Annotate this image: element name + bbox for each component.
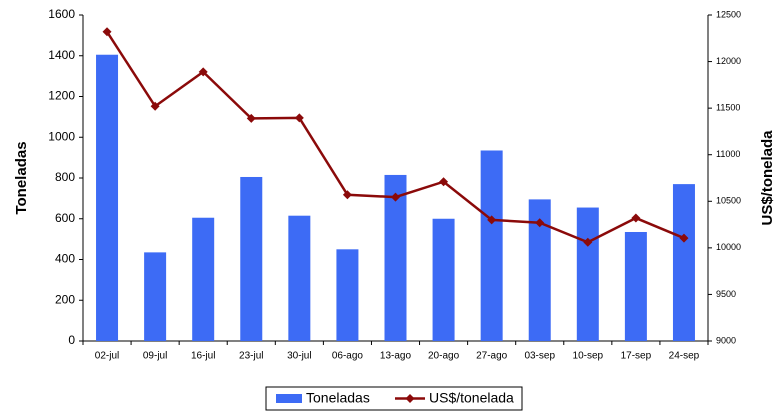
- x-tick-label: 20-ago: [428, 351, 460, 362]
- marker: [679, 233, 689, 243]
- bar: [624, 231, 647, 341]
- y-tick-label: 600: [55, 211, 75, 225]
- y-axis-label: Toneladas: [13, 141, 30, 214]
- legend-marker: [405, 394, 415, 403]
- bar: [192, 217, 215, 341]
- x-tick-label: 17-sep: [621, 351, 652, 362]
- y-tick-label: 200: [55, 292, 75, 306]
- y-tick-label: 1200: [48, 89, 75, 103]
- y-tick-label: 800: [55, 170, 75, 184]
- bar: [576, 207, 599, 341]
- y2-tick-label: 11000: [716, 149, 740, 159]
- y2-tick-label: 10500: [716, 196, 741, 206]
- x-tick-label: 30-jul: [287, 351, 311, 362]
- bar: [528, 199, 551, 341]
- y2-tick-label: 11500: [716, 103, 740, 113]
- marker: [150, 101, 160, 111]
- legend-box: [265, 386, 523, 411]
- bar: [432, 218, 455, 341]
- bar: [144, 252, 167, 341]
- marker: [487, 215, 497, 225]
- y2-tick-label: 10000: [716, 242, 741, 252]
- x-tick-label: 02-jul: [95, 351, 119, 362]
- x-tick-label: 13-ago: [380, 351, 412, 362]
- bar: [96, 54, 119, 341]
- y2-axis-label: US$/tonelada: [759, 130, 776, 226]
- y-tick-label: 400: [55, 252, 75, 266]
- x-tick-label: 23-jul: [239, 351, 263, 362]
- x-tick-label: 27-ago: [476, 351, 508, 362]
- marker: [631, 213, 641, 223]
- x-tick-label: 09-jul: [143, 351, 167, 362]
- x-tick-label: 10-sep: [573, 351, 604, 362]
- legend-swatch: [276, 394, 302, 403]
- y2-tick-label: 12000: [716, 56, 741, 66]
- marker: [439, 177, 449, 187]
- y-tick-label: 1000: [48, 129, 75, 143]
- y2-tick-label: 9500: [716, 289, 736, 299]
- legend-label: Toneladas: [306, 390, 370, 406]
- bar: [384, 174, 407, 341]
- y2-tick-label: 9000: [716, 335, 736, 345]
- marker: [294, 113, 304, 123]
- y-tick-label: 1400: [48, 48, 75, 62]
- legend-label: US$/tonelada: [429, 390, 514, 406]
- marker: [246, 113, 256, 123]
- marker: [342, 190, 352, 200]
- x-tick-label: 03-sep: [524, 351, 555, 362]
- y-tick-label: 1600: [48, 7, 75, 21]
- bar: [672, 184, 695, 341]
- bar: [240, 176, 263, 341]
- marker: [583, 237, 593, 247]
- bar: [288, 215, 311, 341]
- x-tick-label: 16-jul: [191, 351, 215, 362]
- marker: [198, 67, 208, 77]
- bar: [336, 249, 359, 341]
- bar: [480, 150, 503, 341]
- y2-tick-label: 12500: [716, 9, 741, 19]
- marker: [391, 192, 400, 202]
- y-tick-label: 0: [68, 333, 75, 347]
- marker: [535, 218, 545, 228]
- x-tick-label: 06-ago: [332, 351, 364, 362]
- marker: [102, 27, 112, 37]
- x-tick-label: 24-sep: [669, 351, 700, 362]
